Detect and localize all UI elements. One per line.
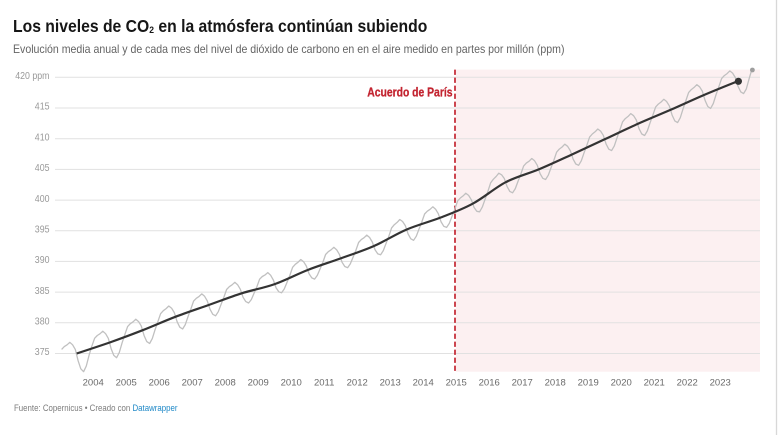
svg-text:395: 395 bbox=[35, 224, 50, 235]
svg-text:2023: 2023 bbox=[710, 377, 731, 388]
svg-text:2008: 2008 bbox=[215, 377, 236, 388]
svg-text:390: 390 bbox=[35, 255, 50, 266]
svg-text:2009: 2009 bbox=[248, 377, 269, 388]
svg-text:2015: 2015 bbox=[446, 377, 467, 388]
svg-text:2017: 2017 bbox=[512, 377, 533, 388]
svg-text:2004: 2004 bbox=[83, 377, 104, 388]
svg-text:2020: 2020 bbox=[611, 377, 632, 388]
svg-text:2018: 2018 bbox=[545, 377, 566, 388]
svg-text:400: 400 bbox=[35, 193, 50, 204]
svg-text:405: 405 bbox=[35, 163, 50, 174]
svg-text:380: 380 bbox=[35, 316, 50, 327]
svg-text:385: 385 bbox=[35, 285, 50, 296]
svg-text:2010: 2010 bbox=[281, 377, 302, 388]
svg-text:2016: 2016 bbox=[479, 377, 500, 388]
svg-text:420 ppm: 420 ppm bbox=[15, 71, 49, 82]
svg-text:2013: 2013 bbox=[380, 377, 401, 388]
svg-text:Acuerdo de París: Acuerdo de París bbox=[367, 87, 452, 100]
svg-text:2006: 2006 bbox=[149, 377, 170, 388]
svg-text:2012: 2012 bbox=[347, 377, 368, 388]
svg-text:2007: 2007 bbox=[182, 377, 203, 388]
svg-text:2021: 2021 bbox=[644, 377, 665, 388]
svg-text:2011: 2011 bbox=[314, 377, 334, 388]
svg-text:415: 415 bbox=[35, 101, 50, 112]
svg-text:2022: 2022 bbox=[677, 377, 698, 388]
svg-text:410: 410 bbox=[35, 132, 50, 143]
svg-text:2005: 2005 bbox=[116, 377, 137, 388]
svg-text:2014: 2014 bbox=[413, 377, 434, 388]
svg-text:375: 375 bbox=[35, 347, 50, 358]
svg-text:2019: 2019 bbox=[578, 377, 599, 388]
